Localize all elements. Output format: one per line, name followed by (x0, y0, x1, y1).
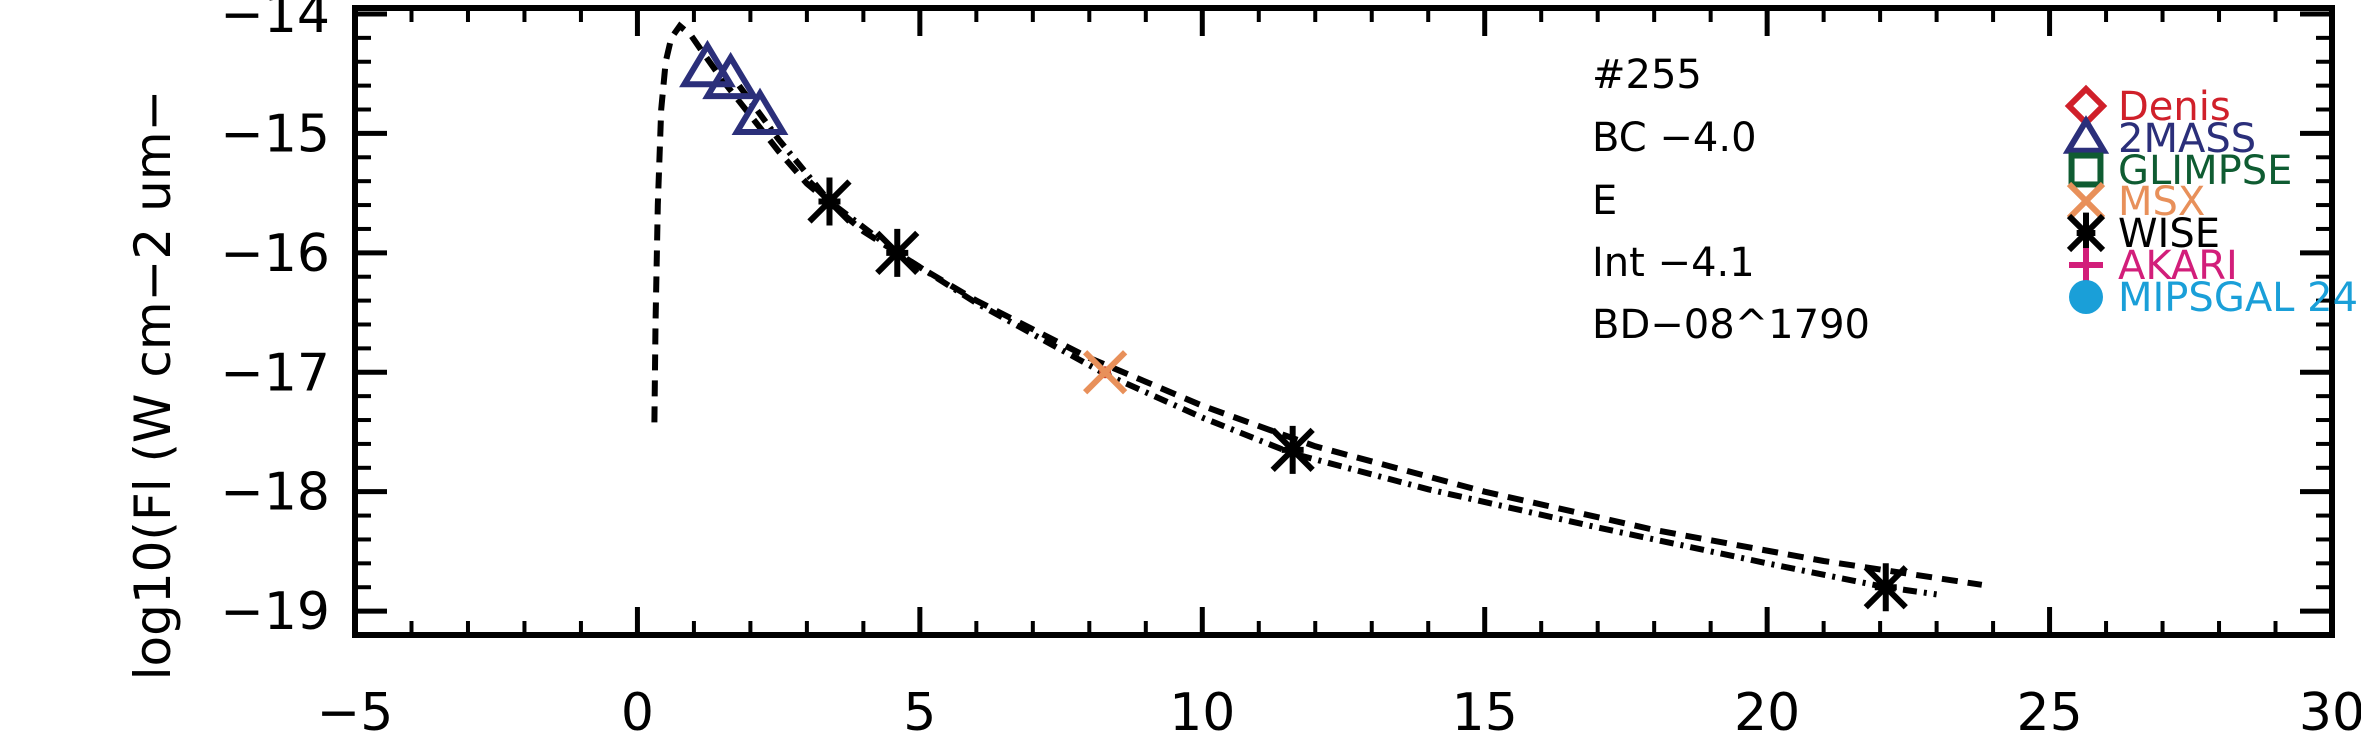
axis-ticks: −5 0 5 10 15 20 25 30 −19 −18 −17 −16 −15 −14 (220, 0, 2361, 743)
annotation-text: #255 (1592, 52, 1702, 98)
y-tick-label: −16 (220, 224, 330, 284)
y-tick-label: −14 (220, 0, 330, 45)
msx-point (1083, 350, 1128, 395)
x-tick-label: −5 (317, 683, 394, 743)
legend-marker (2066, 212, 2106, 254)
legend-label: MIPSGAL 24 (2118, 275, 2358, 321)
wise-point (875, 228, 920, 277)
y-tick-label: −15 (220, 104, 330, 164)
wise-point (1270, 425, 1315, 474)
dashed-model-curve (651, 21, 1983, 588)
x-tick-label: 25 (2016, 683, 2082, 743)
legend-marker (2069, 248, 2103, 282)
data-points (679, 39, 1908, 612)
2mass-point (679, 39, 736, 88)
x-tick-label: 30 (2299, 683, 2361, 743)
x-tick-label: 10 (1169, 683, 1235, 743)
legend-label: AKARI (2118, 243, 2238, 289)
annotation-text: BC −4.0 (1592, 115, 1757, 161)
legend-label: MSX (2118, 179, 2205, 225)
annotation-text: Int −4.1 (1592, 240, 1755, 286)
wise-point (807, 177, 852, 226)
annotation-text: BD−08^1790 (1592, 302, 1870, 348)
x-tick-label: 0 (621, 683, 654, 743)
x-tick-label: 20 (1734, 683, 1800, 743)
legend-label: WISE (2118, 211, 2220, 257)
legend-marker (2069, 280, 2103, 314)
y-tick-label: −18 (220, 463, 330, 523)
legend-label: GLIMPSE (2118, 148, 2292, 194)
annotations: #255 BC −4.0 E Int −4.1 BD−08^1790 (1592, 52, 1870, 348)
2mass-point (731, 87, 789, 135)
legend-label: 2MASS (2118, 116, 2256, 162)
y-tick-label: −17 (220, 343, 330, 403)
legend-marker (2066, 181, 2106, 221)
x-tick-label: 15 (1452, 683, 1518, 743)
y-axis-label: log10(Fl (W cm−2 um− (124, 90, 182, 681)
legend-marker (2062, 115, 2110, 154)
legend-marker (2068, 152, 2104, 188)
2mass-point (702, 51, 760, 100)
y-tick-label: −19 (220, 582, 330, 642)
x-tick-label: 5 (903, 683, 936, 743)
legend-label: Denis (2118, 84, 2231, 130)
plot-frame (352, 5, 2335, 638)
wise-point (1863, 563, 1908, 612)
annotation-text: E (1592, 178, 1617, 224)
